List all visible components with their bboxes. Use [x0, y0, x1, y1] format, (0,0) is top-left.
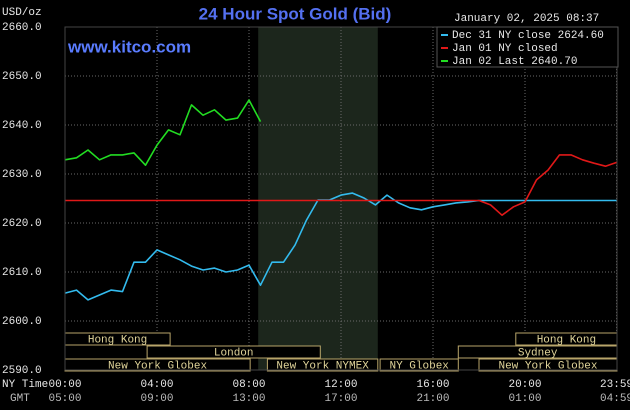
y-tick-label: 2610.0	[2, 267, 42, 279]
series-line	[65, 154, 618, 216]
x2-tick-label: 21:00	[416, 393, 449, 405]
session-label: Hong Kong	[88, 334, 147, 346]
x2-tick-label: 13:00	[232, 393, 265, 405]
x2-tick-label: 09:00	[140, 393, 173, 405]
y-tick-label: 2650.0	[2, 71, 42, 83]
legend-label: Jan 01 NY closed	[452, 43, 558, 55]
x2-tick-label: 05:00	[48, 393, 81, 405]
session-bar	[266, 358, 379, 372]
x-row-label: GMT	[10, 393, 30, 405]
y-tick-label: 2640.0	[2, 120, 42, 132]
x-row-label: NY Time	[2, 379, 48, 391]
x-tick-label: 08:00	[232, 379, 265, 391]
watermark: www.kitco.com	[67, 37, 191, 56]
x-tick-label: 20:00	[508, 379, 541, 391]
y-tick-label: 2660.0	[2, 22, 42, 34]
session-bar	[146, 345, 321, 359]
plot: 2590.0 2600.0 2610.0 2620.0 2630.0 2640.0 2650…	[2, 22, 630, 405]
y-tick-label: 2620.0	[2, 218, 42, 230]
date-label: January 02, 2025 08:37	[454, 13, 599, 25]
x-tick-label: 04:00	[140, 379, 173, 391]
session-bar	[379, 358, 459, 372]
x2-tick-label: 01:00	[508, 393, 541, 405]
session-label: London	[214, 347, 254, 359]
y-tick-label: 2630.0	[2, 169, 42, 181]
y-tick-label: 2600.0	[2, 316, 42, 328]
legend-label: Jan 02 Last 2640.70	[452, 56, 577, 68]
chart-title: 24 Hour Spot Gold (Bid)	[199, 4, 392, 23]
x2-tick-label: 04:59	[600, 393, 630, 405]
session-label: New York NYMEX	[276, 360, 369, 372]
x-tick-label: 23:59	[600, 379, 630, 391]
session-label: New York Globex	[498, 360, 597, 372]
x-tick-label: 00:00	[48, 379, 81, 391]
x-tick-label: 12:00	[324, 379, 357, 391]
legend-label: Dec 31 NY close 2624.60	[452, 30, 604, 42]
x-tick-label: 16:00	[416, 379, 449, 391]
session-label: NY Globex	[389, 360, 449, 372]
session-label: Hong Kong	[537, 334, 596, 346]
y-axis-label: USD/oz	[2, 7, 42, 19]
shaded-range	[258, 27, 378, 370]
y-tick-label: 2590.0	[2, 365, 42, 377]
legend-box	[436, 26, 619, 68]
session-label: Sydney	[518, 347, 558, 359]
plot-frame	[64, 26, 618, 371]
x2-tick-label: 17:00	[324, 393, 357, 405]
session-label: New York Globex	[108, 360, 207, 372]
series-line	[64, 99, 262, 166]
